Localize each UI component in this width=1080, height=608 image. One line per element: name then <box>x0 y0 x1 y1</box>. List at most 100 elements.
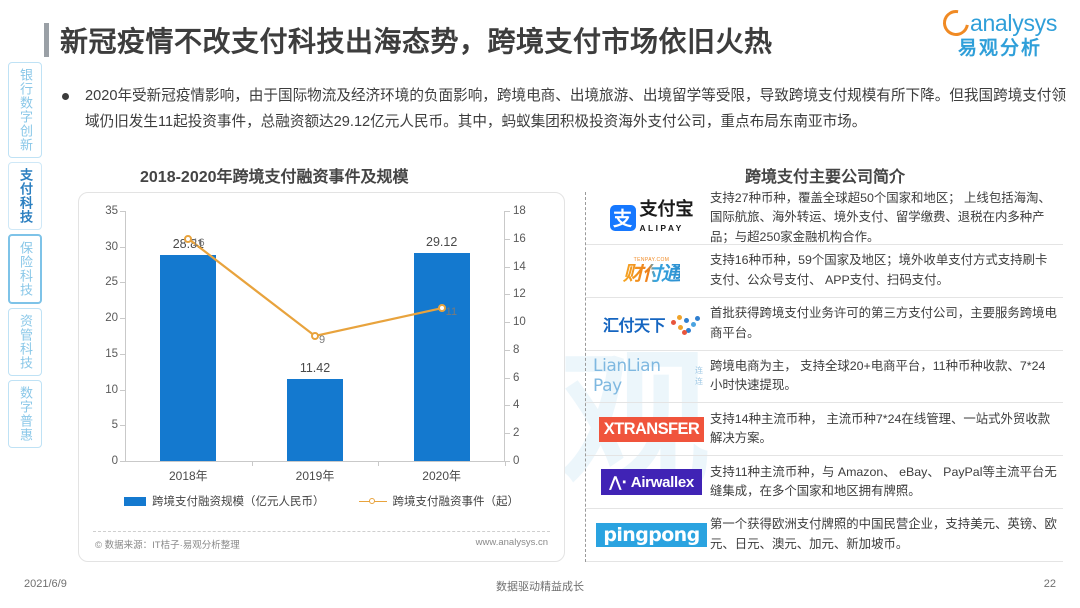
y-tick-mark-left <box>120 246 125 248</box>
y-tick-mark-right <box>505 433 510 435</box>
alipay-logo-cn: 支付宝 <box>639 199 694 220</box>
table-row: TENPAY.COM 财付通 支持16种币种，59个国家及地区；境外收单支付方式支持… <box>585 245 1063 298</box>
chart-bar-label: 11.42 <box>299 361 331 376</box>
huifu-logo-cn: 汇付天下 <box>602 317 666 335</box>
company-description: 支持16种币种，59个国家及地区；境外收单支付方式支持刷卡支付、公众号支付、 A… <box>710 253 1048 287</box>
y-tick-mark-right <box>505 238 510 240</box>
y-tick-mark-right <box>505 294 510 296</box>
y-axis-tick-right: 2 <box>513 427 520 440</box>
company-logo-cell: 汇付天下 <box>585 312 710 336</box>
tenpay-logo: TENPAY.COM 财付通 <box>623 257 681 285</box>
chart-line-point <box>311 332 319 340</box>
sidebar-tabs: 银行数字创新 支付科技 保险科技 资管科技 数字普惠 <box>8 62 42 448</box>
y-axis-tick-left: 25 <box>105 276 118 289</box>
footer: 2021/6/9 数据驱动精益成长 22 <box>0 578 1080 598</box>
page-title: 新冠疫情不改支付科技出海态势，跨境支付市场依旧火热 <box>44 18 930 62</box>
title-accent-bar <box>44 23 49 57</box>
pingpong-logo: pingpong <box>596 522 707 547</box>
alipay-logo: 支支付宝 ALIPAY <box>609 199 694 235</box>
bullet-paragraph: 2020年受新冠疫情影响，由于国际物流及经济环境的负面影响，跨境电商、出境旅游、… <box>62 84 1067 135</box>
swirl-icon <box>937 4 975 42</box>
table-row: LianLian Pay 连连 跨境电商为主， 支持全球20+电商平台，11种币种收… <box>585 351 1063 404</box>
footer-date: 2021/6/9 <box>24 578 67 590</box>
chart-card: 0 5 10 15 20 25 30 35 0 2 4 6 8 10 12 14 16 18 28.81 2018年 1… <box>78 192 565 562</box>
table-row: 支支付宝 ALIPAY 支持27种币种，覆盖全球超50个国家和地区； 上线包括海淘、… <box>585 190 1063 245</box>
x-axis-tick-label: 2020年 <box>422 469 462 483</box>
source-divider <box>93 531 550 532</box>
table-row: XTRANSFER 支持14种主流币种， 主流币种7*24在线管理、一站式外贸收款… <box>585 403 1063 457</box>
bullet-text: 2020年受新冠疫情影响，由于国际物流及经济环境的负面影响，跨境电商、出境旅游、… <box>85 88 1067 130</box>
table-left-border <box>585 192 586 562</box>
legend-item-line: 跨境支付融资事件（起） <box>358 493 519 509</box>
sidebar-item-inclusive[interactable]: 数字普惠 <box>8 380 42 448</box>
y-axis-tick-right: 0 <box>513 455 520 467</box>
y-axis-tick-left: 20 <box>105 312 118 325</box>
x-axis-tick-label: 2018年 <box>168 469 208 483</box>
analysys-logo: analysys 易观分析 <box>934 4 1066 62</box>
y-axis-left <box>125 211 126 461</box>
title-text: 新冠疫情不改支付科技出海态势，跨境支付市场依旧火热 <box>60 26 773 57</box>
brand-name-cn: 易观分析 <box>957 38 1042 59</box>
y-tick-mark-right <box>505 211 510 212</box>
y-axis-tick-right: 14 <box>513 260 526 273</box>
footer-center-text: 数据驱动精益成长 <box>496 581 584 593</box>
y-tick-mark-left <box>120 211 125 212</box>
chart-source: © 数据来源：IT桔子·易观分析整理 <box>95 540 240 551</box>
y-tick-mark-left <box>120 282 125 284</box>
sidebar-item-insurance[interactable]: 保险科技 <box>8 234 42 304</box>
y-axis-tick-left: 35 <box>105 205 118 217</box>
sidebar-item-payment[interactable]: 支付科技 <box>8 162 42 230</box>
bullet-dot-icon <box>62 93 69 100</box>
sidebar-item-asset[interactable]: 资管科技 <box>8 308 42 376</box>
x-axis <box>125 461 505 462</box>
y-axis-tick-right: 16 <box>513 232 526 245</box>
company-logo-cell: ⋀⋅ Airwallex <box>585 469 710 496</box>
chart-plot-area: 0 5 10 15 20 25 30 35 0 2 4 6 8 10 12 14 16 18 28.81 2018年 1… <box>105 205 526 483</box>
y-axis-right <box>504 211 505 461</box>
legend-swatch-bar <box>124 496 146 506</box>
xtransfer-logo: XTRANSFER <box>598 416 705 442</box>
company-logo-cell: 支支付宝 ALIPAY <box>585 200 710 235</box>
company-logo-cell: pingpong <box>585 522 710 547</box>
y-axis-tick-left: 30 <box>105 240 118 253</box>
chart-bar <box>160 255 217 461</box>
y-tick-mark-right <box>505 405 510 407</box>
airwallex-logo: ⋀⋅ Airwallex <box>601 469 702 496</box>
company-table-title: 跨境支付主要公司简介 <box>744 169 905 186</box>
y-axis-tick-right: 6 <box>513 371 520 384</box>
company-description: 首批获得跨境支付业务许可的第三方支付公司，主要服务跨境电商平台。 <box>710 306 1057 340</box>
y-tick-mark-left <box>120 353 125 355</box>
chart-line-label: 16 <box>192 236 205 249</box>
brand-name: analysys <box>969 10 1058 36</box>
chart-source-url: www.analysys.cn <box>475 537 548 548</box>
y-axis-tick-left: 5 <box>111 419 118 432</box>
x-tick-mark <box>251 461 253 466</box>
chart-bar <box>413 253 470 461</box>
y-tick-mark-left <box>120 461 125 462</box>
y-tick-mark-right <box>505 349 510 351</box>
chart-title: 2018-2020年跨境支付融资事件及规模 <box>140 169 409 186</box>
alipay-mark-icon: 支 <box>609 204 636 231</box>
tenpay-logo-cn: 财付通 <box>623 262 681 285</box>
chart-bar-label: 28.81 <box>172 237 204 252</box>
table-row: ⋀⋅ Airwallex 支持11种主流币种，与 Amazon、 eBay、 Pay… <box>585 456 1063 510</box>
y-axis-tick-right: 12 <box>513 288 526 301</box>
brand-mark: analysys <box>934 4 1066 42</box>
x-tick-mark <box>505 461 506 466</box>
y-axis-tick-right: 4 <box>513 399 520 412</box>
company-description: 支持14种主流币种， 主流币种7*24在线管理、一站式外贸收款解决方案。 <box>710 411 1051 446</box>
footer-page-number: 22 <box>1043 578 1056 590</box>
y-axis-tick-left: 15 <box>105 347 118 360</box>
x-tick-mark <box>378 461 380 466</box>
company-description: 第一个获得欧洲支付牌照的中国民营企业，支持美元、英镑、欧元、日元、澳元、加元、新… <box>710 517 1057 551</box>
y-tick-mark-right <box>505 461 510 462</box>
y-axis-tick-right: 18 <box>513 205 526 217</box>
huifu-logo: 汇付天下 <box>603 312 700 336</box>
y-axis-tick-right: 8 <box>513 343 520 356</box>
company-description: 支持27种币种，覆盖全球超50个国家和地区； 上线包括海淘、国际航旅、海外转运、… <box>710 190 1051 244</box>
y-axis-tick-left: 0 <box>111 455 118 467</box>
sidebar-item-bank[interactable]: 银行数字创新 <box>8 62 42 158</box>
legend-swatch-line <box>358 497 387 506</box>
company-logo-cell: LianLian Pay 连连 <box>585 356 710 396</box>
